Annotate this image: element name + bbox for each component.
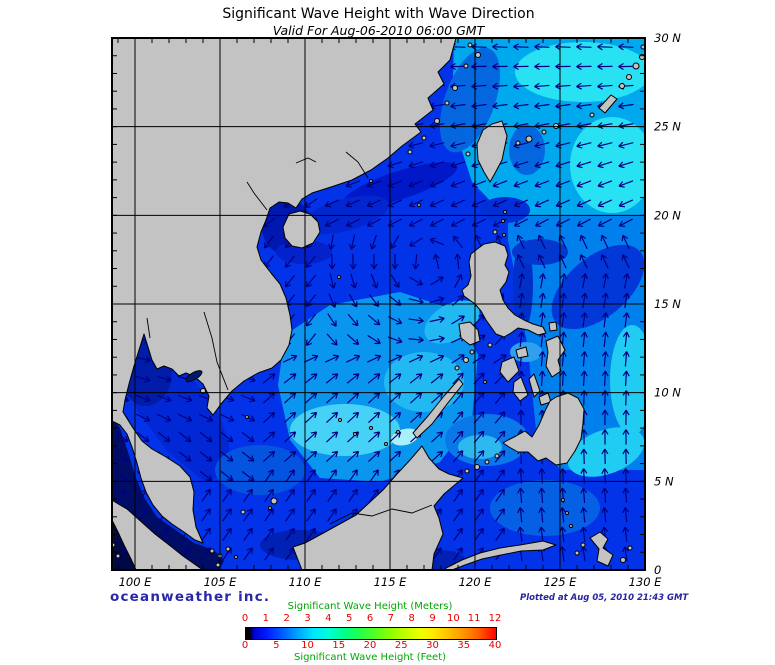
lat-label: 5 N [654, 474, 674, 488]
meters-tick: 7 [387, 613, 395, 624]
axis-labels: 30 N 25 N 20 N 15 N 10 N 5 N 0 100 E 105 E 110 E 1… [119, 31, 682, 589]
meters-tick: 11 [467, 613, 481, 624]
page-title: Significant Wave Height with Wave Direct… [222, 6, 535, 22]
meters-tick: 1 [262, 613, 270, 624]
meters-tick: 10 [446, 613, 460, 624]
feet-tick: 15 [332, 640, 346, 651]
lat-label: 10 N [654, 386, 681, 400]
meters-tick: 12 [488, 613, 502, 624]
lon-label: 110 E [289, 575, 323, 589]
feet-tick: 5 [273, 640, 280, 651]
legend-feet-title: Significant Wave Height (Feet) [293, 652, 447, 663]
land-layer [112, 38, 645, 570]
oceanweather-credit: oceanweather inc. [110, 589, 271, 605]
lat-label: 30 N [654, 31, 681, 45]
lat-label: 20 N [654, 208, 681, 222]
meters-tick: 5 [345, 613, 353, 624]
lon-label: 105 E [204, 575, 238, 589]
lat-label: 15 N [654, 297, 681, 311]
map-frame [111, 37, 646, 571]
color-scale-bar [245, 627, 497, 640]
feet-tick: 35 [457, 640, 471, 651]
meters-tick: 6 [366, 613, 374, 624]
meters-tick: 8 [408, 613, 415, 624]
lat-label: 0 [654, 563, 661, 577]
valid-time-subtitle: Valid For Aug-06-2010 06:00 GMT [272, 23, 485, 38]
meters-tick: 3 [304, 613, 311, 624]
feet-tick: 20 [363, 640, 377, 651]
feet-tick: 10 [301, 640, 314, 651]
lat-label: 25 N [654, 120, 681, 134]
lon-label: 125 E [544, 575, 578, 589]
graticule-layer [112, 38, 645, 570]
feet-tick: 0 [241, 640, 249, 651]
meters-tick: 0 [241, 613, 249, 624]
feet-tick: 40 [488, 640, 502, 651]
feet-tick: 25 [394, 640, 408, 651]
meters-tick: 9 [429, 613, 436, 624]
lon-label: 115 E [374, 575, 408, 589]
feet-tick: 30 [426, 640, 439, 651]
meters-tick: 4 [325, 613, 332, 624]
legend-meters-title: Significant Wave Height (Meters) [287, 601, 453, 612]
lon-label: 120 E [459, 575, 493, 589]
meters-tick: 2 [283, 613, 290, 624]
lon-label: 130 E [629, 575, 663, 589]
river-border-lines [146, 151, 433, 525]
lon-label: 100 E [119, 575, 153, 589]
plotted-timestamp: Plotted at Aug 05, 2010 21:43 GMT [520, 593, 689, 603]
